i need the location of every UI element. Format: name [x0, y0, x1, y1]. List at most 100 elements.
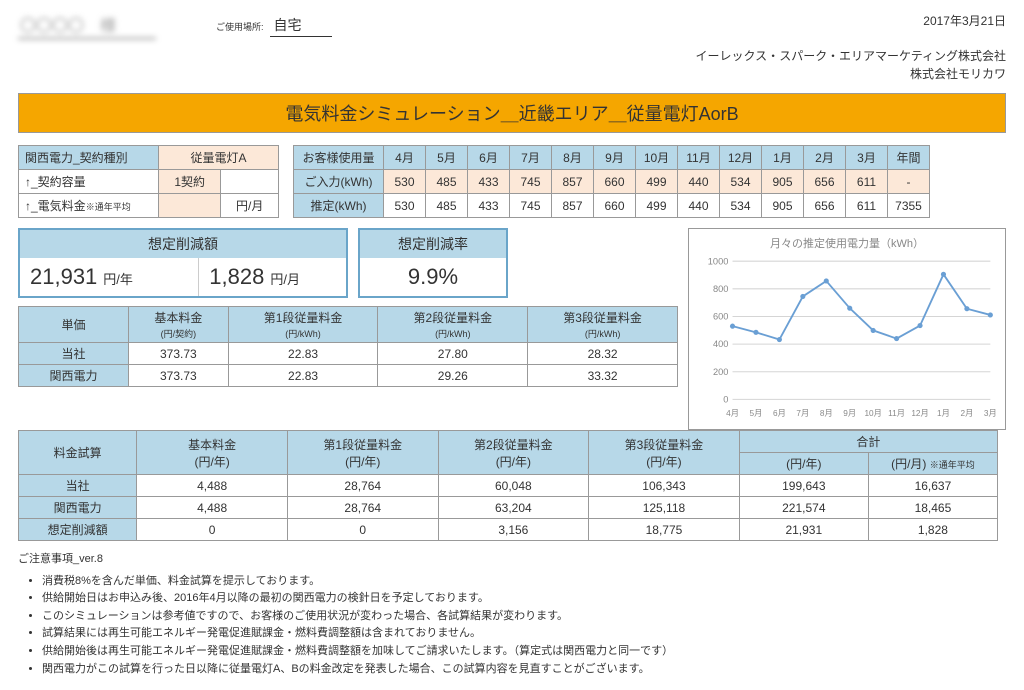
unit-price-cell: 27.80 — [378, 343, 528, 365]
unit-price-cell: 373.73 — [129, 343, 229, 365]
header-row: 〇〇〇〇 様 ご使用場所: 自宅 2017年3月21日 — [18, 12, 1006, 39]
svg-text:6月: 6月 — [773, 409, 786, 418]
unit-price-header: 基本料金(円/契約) — [129, 307, 229, 343]
top-tables: 関西電力_契約種別 従量電灯A ↑_契約容量 1契約 ↑_電気料金※通年平均 円… — [18, 145, 1006, 218]
trial-cell: 18,775 — [589, 519, 740, 541]
trial-cell: 28,764 — [287, 497, 438, 519]
unit-price-row-label: 当社 — [19, 343, 129, 365]
reduction-monthly: 1,828 — [209, 264, 264, 290]
trial-cell: 1,828 — [868, 519, 997, 541]
usage-month: 1月 — [762, 146, 804, 170]
reduction-amount-label: 想定削減額 — [20, 230, 346, 258]
usage-est-cell: 905 — [762, 194, 804, 218]
trial-row-label: 関西電力 — [19, 497, 137, 519]
reduction-rate-label: 想定削減率 — [360, 230, 506, 258]
trial-cell: 199,643 — [739, 475, 868, 497]
contract-row1-val: 1契約 — [159, 170, 221, 194]
note-item: 試算結果には再生可能エネルギー発電促進賦課金・燃料費調整額は含まれておりません。 — [42, 625, 1006, 643]
note-item: 供給開始日はお申込み後、2016年4月以降の最初の関西電力の検針日を予定しており… — [42, 590, 1006, 608]
trial-row-label: 当社 — [19, 475, 137, 497]
trial-header: 第2段従量料金(円/年) — [438, 431, 589, 475]
trial-cell: 125,118 — [589, 497, 740, 519]
page-title: 電気料金シミュレーション＿近畿エリア＿従量電灯AorB — [18, 93, 1006, 133]
svg-text:12月: 12月 — [911, 409, 928, 418]
trial-table: 料金試算基本料金(円/年)第1段従量料金(円/年)第2段従量料金(円/年)第3段… — [18, 430, 998, 541]
customer-name: 〇〇〇〇 様 — [18, 12, 156, 39]
contract-header1: 関西電力_契約種別 — [19, 146, 159, 170]
issue-date: 2017年3月21日 — [923, 12, 1006, 29]
notes-list: 消費税8%を含んだ単価、料金試算を提示しております。供給開始日はお申込み後、20… — [42, 573, 1006, 679]
usage-input-cell: 499 — [636, 170, 678, 194]
trial-header: 第1段従量料金(円/年) — [287, 431, 438, 475]
trial-cell: 18,465 — [868, 497, 997, 519]
usage-est-cell: 857 — [552, 194, 594, 218]
company-line2: 株式会社モリカワ — [18, 65, 1006, 83]
usage-header: お客様使用量 — [294, 146, 384, 170]
usage-input-cell: 656 — [804, 170, 846, 194]
usage-input-cell: 857 — [552, 170, 594, 194]
notes-title: ご注意事項_ver.8 — [18, 551, 1006, 569]
svg-text:11月: 11月 — [888, 409, 905, 418]
usage-month: 10月 — [636, 146, 678, 170]
chart-svg: 020040060080010004月5月6月7月8月9月10月11月12月1月… — [697, 255, 997, 420]
unit-price-cell: 373.73 — [129, 365, 229, 387]
usage-input-cell: 433 — [468, 170, 510, 194]
trial-cell: 3,156 — [438, 519, 589, 541]
customer-block: 〇〇〇〇 様 ご使用場所: 自宅 — [18, 12, 332, 39]
reduction-amount-box: 想定削減額 21,931 円/年 1,828 円/月 — [18, 228, 348, 298]
unit-price-cell: 29.26 — [378, 365, 528, 387]
usage-month: 年間 — [888, 146, 930, 170]
usage-table: お客様使用量4月5月6月7月8月9月10月11月12月1月2月3月年間 ご入力(… — [293, 145, 930, 218]
usage-input-cell: 485 — [426, 170, 468, 194]
usage-est-cell: 745 — [510, 194, 552, 218]
svg-text:400: 400 — [713, 339, 728, 349]
usage-month: 2月 — [804, 146, 846, 170]
unit-price-cell: 28.32 — [528, 343, 678, 365]
trial-header: 料金試算 — [19, 431, 137, 475]
usage-place: ご使用場所: 自宅 — [216, 15, 332, 37]
trial-header: 合計 — [739, 431, 997, 453]
svg-text:9月: 9月 — [843, 409, 856, 418]
unit-price-cell: 22.83 — [228, 343, 378, 365]
unit-price-header: 第3段従量料金(円/kWh) — [528, 307, 678, 343]
trial-cell: 21,931 — [739, 519, 868, 541]
contract-row2-val — [159, 194, 221, 218]
trial-cell: 106,343 — [589, 475, 740, 497]
usage-est-cell: 656 — [804, 194, 846, 218]
usage-input-cell: 745 — [510, 170, 552, 194]
usage-input-cell: - — [888, 170, 930, 194]
usage-input-cell: 530 — [384, 170, 426, 194]
svg-text:5月: 5月 — [750, 409, 763, 418]
svg-text:7月: 7月 — [796, 409, 809, 418]
svg-text:600: 600 — [713, 312, 728, 322]
svg-text:2月: 2月 — [960, 409, 973, 418]
note-item: このシミュレーションは参考値ですので、お客様のご使用状況が変わった場合、各試算結… — [42, 608, 1006, 626]
unit-price-header: 第2段従量料金(円/kWh) — [378, 307, 528, 343]
chart-title: 月々の推定使用電力量（kWh） — [697, 235, 997, 251]
trial-cell: 60,048 — [438, 475, 589, 497]
trial-cell: 221,574 — [739, 497, 868, 519]
usage-month: 11月 — [678, 146, 720, 170]
reduction-rate-box: 想定削減率 9.9% — [358, 228, 508, 298]
reduction-yearly: 21,931 — [30, 264, 97, 290]
unit-price-row-label: 関西電力 — [19, 365, 129, 387]
usage-place-value: 自宅 — [270, 15, 332, 37]
trial-cell: 28,764 — [287, 475, 438, 497]
note-item: 関西電力がこの試算を行った日以降に従量電灯A、Bの料金改定を発表した場合、この試… — [42, 661, 1006, 679]
unit-price-header: 単価 — [19, 307, 129, 343]
usage-place-label: ご使用場所: — [216, 20, 264, 33]
trial-subheader: (円/月) ※通年平均 — [868, 453, 997, 475]
svg-text:800: 800 — [713, 284, 728, 294]
svg-text:8月: 8月 — [820, 409, 833, 418]
usage-month: 7月 — [510, 146, 552, 170]
contract-row2-label: ↑_電気料金※通年平均 — [19, 194, 159, 218]
trial-cell: 0 — [137, 519, 288, 541]
usage-month: 12月 — [720, 146, 762, 170]
trial-header: 第3段従量料金(円/年) — [589, 431, 740, 475]
company-block: イーレックス・スパーク・エリアマーケティング株式会社 株式会社モリカワ — [18, 47, 1006, 83]
trial-subheader: (円/年) — [739, 453, 868, 475]
usage-est-cell: 440 — [678, 194, 720, 218]
svg-text:1月: 1月 — [937, 409, 950, 418]
usage-est-cell: 611 — [846, 194, 888, 218]
svg-text:4月: 4月 — [726, 409, 739, 418]
